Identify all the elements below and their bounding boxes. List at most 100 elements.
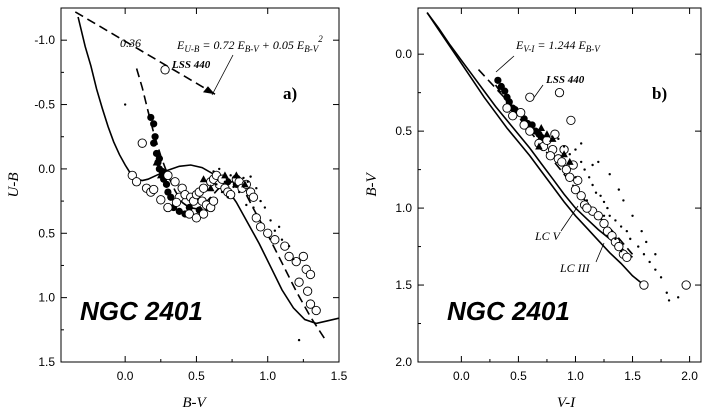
b-dot-point	[676, 296, 680, 299]
b-dot-point	[591, 183, 594, 187]
b-dot-point	[637, 245, 640, 248]
a-dot-point	[249, 175, 252, 178]
a-x-tick-label: 0.0	[117, 369, 134, 383]
a-equation-leader	[211, 54, 234, 96]
a-open-circle-point	[191, 213, 202, 223]
a-open-circle-point	[131, 177, 142, 187]
a-filled-circle-point	[150, 139, 158, 147]
a-open-circle-point	[170, 177, 180, 187]
b-lc3-curve	[426, 12, 645, 286]
a-filled-circle-point	[147, 113, 155, 122]
b-dot-point	[614, 237, 617, 241]
a-dot-point	[242, 176, 245, 180]
b-open-circle-point	[502, 103, 512, 113]
a-dot-point	[263, 206, 267, 209]
b-lc5-curve	[426, 12, 634, 258]
b-dot-point	[585, 199, 589, 202]
b-dot-point	[574, 148, 577, 151]
eq-a-mid1: = 0.72 E	[199, 38, 245, 52]
b-triangle-point	[565, 157, 574, 165]
b-open-circle-point	[557, 157, 567, 167]
b-dot-point	[667, 299, 671, 302]
eq-b-mid1: = 1.244 E	[534, 38, 586, 52]
a-open-circle-point	[198, 209, 209, 219]
panel-b-x-axis-title: V-I	[557, 395, 576, 411]
a-open-circle-point	[305, 299, 316, 309]
eq-a-sub1: U-B	[184, 44, 199, 54]
b-dot-point	[654, 268, 657, 271]
a-y-tick-label: -0.5	[34, 98, 55, 112]
panel-b-letter: b)	[652, 84, 667, 103]
a-dot-point	[287, 244, 291, 248]
b-triangle-point	[537, 124, 546, 132]
a-dot-point	[212, 170, 215, 173]
a-filled-circle-point	[175, 207, 183, 215]
a-dot-point	[123, 103, 127, 106]
b-open-circle-point	[614, 241, 624, 252]
b-x-tick-label: 1.5	[624, 369, 641, 383]
panel-b-ticks: 0.0 0.5 1.0 1.5 2.0 0.0 0.5 1.0 1.5 2.0	[395, 8, 701, 383]
b-filled-circle-point	[501, 87, 509, 95]
b-dot-point	[602, 214, 606, 217]
panel-b-frame	[417, 7, 702, 363]
a-open-circle-point	[305, 269, 316, 280]
panel-a-slope-value: 0.36	[120, 36, 141, 50]
a-triangle-point	[156, 171, 165, 179]
b-dot-point	[583, 168, 586, 171]
panel-a-cluster-label: NGC 2401	[80, 296, 203, 326]
panel-a-ugb-diagram: 0.0 0.5 1.0 1.5 -1.0 -0.5 0.0 0.5 1.0 1.5 B-V U-B…	[6, 7, 348, 411]
b-dot-point	[648, 260, 651, 264]
panel-a-plot-area	[74, 11, 339, 342]
a-open-circle-point	[263, 228, 273, 238]
b-open-circle-point	[582, 203, 592, 213]
b-y-tick-label: 1.0	[395, 201, 412, 215]
a-filled-circle-point	[185, 203, 193, 212]
b-open-circle-point	[639, 280, 649, 290]
panel-b-cluster-label: NGC 2401	[447, 296, 570, 326]
a-open-circle-point	[270, 235, 280, 245]
eq-a-mid2: + 0.05 E	[259, 38, 305, 52]
a-open-circle-point	[171, 197, 182, 208]
a-open-circle-point	[198, 183, 209, 193]
b-open-circle-point	[508, 111, 518, 121]
a-reddening-arrowhead	[202, 86, 215, 95]
a-filled-circle-point	[162, 180, 171, 188]
b-open-circle-point	[525, 126, 535, 136]
b-y-tick-label: 0.5	[395, 124, 412, 138]
a-reddened-curve	[135, 68, 326, 340]
b-open-circle-point	[576, 191, 586, 201]
b-open-circle-point	[565, 172, 575, 182]
b-filled-circle-point	[494, 76, 502, 84]
b-clipped-layer	[426, 12, 691, 302]
b-dot-point	[579, 142, 583, 145]
b-triangle-point	[548, 134, 557, 142]
a-dot-point	[229, 174, 232, 177]
a-dot-point	[232, 185, 235, 189]
b-open-circle-point	[566, 115, 576, 126]
a-dot-point	[255, 187, 258, 190]
a-y-tick-label: 1.5	[38, 355, 55, 369]
a-triangle-point	[241, 180, 249, 188]
a-triangle-point	[199, 175, 208, 183]
b-dot-point	[594, 191, 598, 194]
a-y-tick-label: 1.0	[38, 291, 55, 305]
b-dot-point	[617, 188, 621, 191]
a-open-circle-point	[163, 202, 173, 213]
b-dot-point	[599, 194, 602, 197]
b-dot-point	[619, 249, 623, 253]
panel-a-ticks: 0.0 0.5 1.0 1.5 -1.0 -0.5 0.0 0.5 1.0 1.5	[34, 8, 348, 383]
a-dot-point	[269, 219, 272, 222]
a-y-tick-label: 0.5	[38, 226, 55, 240]
b-open-circle-point	[570, 184, 581, 195]
b-open-circle-point	[561, 164, 571, 175]
a-open-circle-point	[302, 286, 313, 296]
panel-a-frame	[60, 7, 340, 363]
b-equation-leader	[495, 55, 515, 73]
b-open-circle-point	[516, 108, 526, 118]
a-triangle-point	[221, 171, 229, 179]
b-dot-point	[629, 237, 632, 241]
b-dot-point	[642, 253, 646, 256]
a-dot-point	[277, 225, 281, 229]
eq-a-sub3: B-V	[304, 44, 319, 54]
b-dot-point	[562, 145, 566, 148]
